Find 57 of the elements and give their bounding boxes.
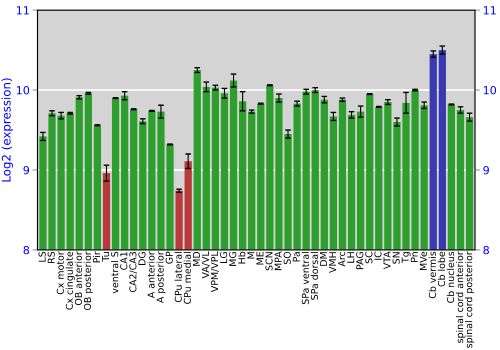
x-tick-label: A posterior xyxy=(156,251,166,304)
x-tick-label: VMH xyxy=(329,252,336,273)
x-tick-label: SPa dorsal xyxy=(310,252,318,300)
x-tick-label: IC xyxy=(374,252,382,260)
x-tick-label: RS xyxy=(48,252,55,263)
x-tick-label: DG xyxy=(138,252,146,265)
x-tick-label: A anterior xyxy=(147,251,155,298)
x-tick-label: MPA xyxy=(274,251,282,270)
x-tick-label: OB anterior xyxy=(74,251,82,306)
x-tick-label: spinal cord posterior xyxy=(464,251,474,348)
x-tick-label: Cb lobe xyxy=(438,252,446,287)
x-tick-label: Cb vermis xyxy=(428,252,436,298)
x-tick-label: OB posterior xyxy=(84,251,93,310)
x-tick-label: CA1 xyxy=(120,252,128,270)
x-tick-label: DM xyxy=(320,252,327,266)
x-tick-label: Tg xyxy=(402,252,411,264)
x-tick-label: Cb nucleus xyxy=(446,252,454,303)
x-tick-label: Hb xyxy=(238,252,246,264)
y-axis-title: Log2 (expression) xyxy=(2,78,13,182)
x-tick-label: SPa ventral xyxy=(302,252,309,304)
x-tick-label: PAG xyxy=(356,252,364,270)
x-tick-label: MD xyxy=(192,252,200,266)
x-tick-label: Arc xyxy=(338,252,346,267)
x-tick-label: GP xyxy=(166,252,173,264)
x-tick-label: ventral S xyxy=(110,252,118,294)
x-tick-label: Cx cingulate xyxy=(66,252,75,310)
x-tick-label: VA/VL xyxy=(202,251,210,278)
x-tick-label: LS xyxy=(38,252,46,262)
x-tick-label: MG xyxy=(229,252,236,266)
x-tick-label: SCN xyxy=(265,252,273,270)
x-tick-label: spinal cord anterior xyxy=(456,251,466,343)
x-tick-label: M xyxy=(247,252,254,259)
x-tick-label: SO xyxy=(284,252,291,264)
x-tick-label: Pn xyxy=(410,252,418,262)
x-tick-label: MVe xyxy=(420,252,427,270)
x-tick-label: LH xyxy=(347,252,354,263)
x-tick-label: VPM/VPL xyxy=(211,251,219,292)
y2-tick-label: 9 xyxy=(483,166,489,174)
x-tick-label: LG xyxy=(220,252,228,263)
x-tick-label: CPu medial xyxy=(184,252,191,304)
y2-tick-label: 10 xyxy=(484,86,496,94)
y2-tick-label: 11 xyxy=(484,6,496,14)
y-tick-label: 8 xyxy=(24,246,30,254)
y-tick-label: 9 xyxy=(23,166,30,174)
y2-tick-label: 8 xyxy=(483,246,489,254)
y-tick-label: 10 xyxy=(16,86,30,94)
x-tick-label: SC xyxy=(365,252,372,264)
x-tick-label: CPu lateral xyxy=(174,252,182,302)
y-tick-label: 11 xyxy=(16,6,29,14)
x-tick-label: Cx motor xyxy=(56,251,64,294)
x-tick-label: CA2/CA3 xyxy=(129,252,138,292)
x-tick-label: ME xyxy=(256,252,264,264)
x-tick-label: Tu xyxy=(102,252,110,262)
x-tick-label: SN xyxy=(392,252,400,264)
x-tick-label: Pir xyxy=(92,251,100,262)
x-tick-label: VTA xyxy=(384,251,390,270)
x-tick-label: Pa xyxy=(292,252,300,262)
